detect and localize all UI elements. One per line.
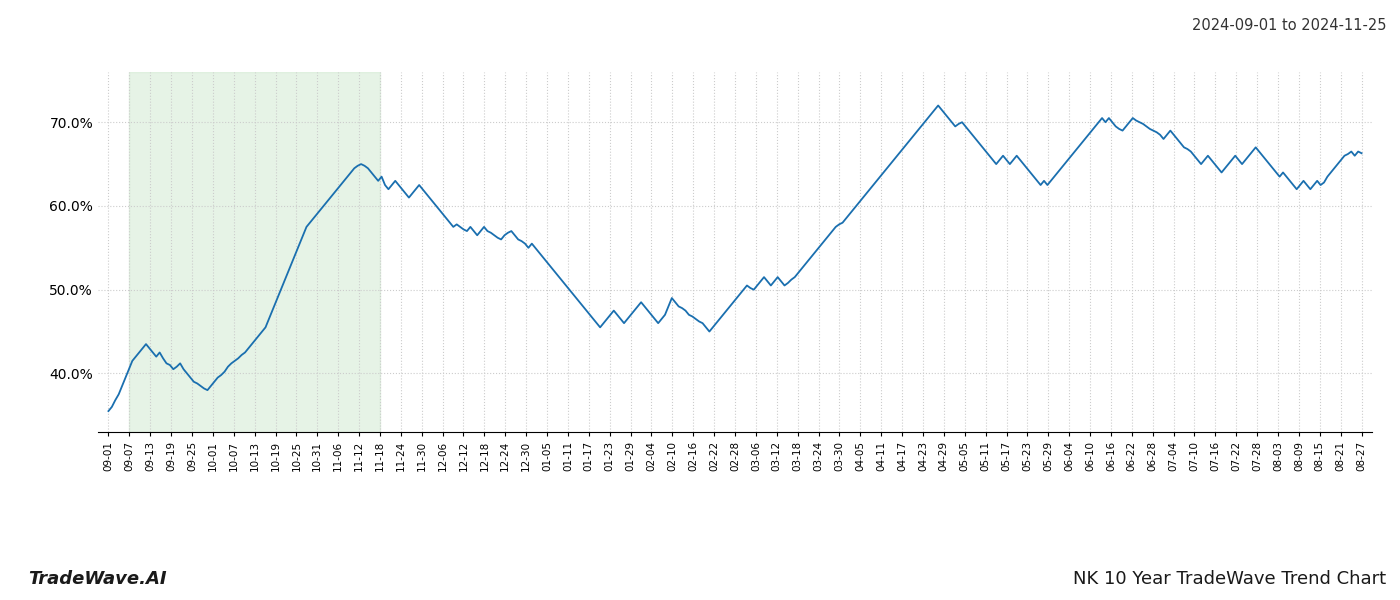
- Text: 2024-09-01 to 2024-11-25: 2024-09-01 to 2024-11-25: [1191, 18, 1386, 33]
- Text: NK 10 Year TradeWave Trend Chart: NK 10 Year TradeWave Trend Chart: [1072, 570, 1386, 588]
- Text: TradeWave.AI: TradeWave.AI: [28, 570, 167, 588]
- Bar: [129, 72, 379, 432]
